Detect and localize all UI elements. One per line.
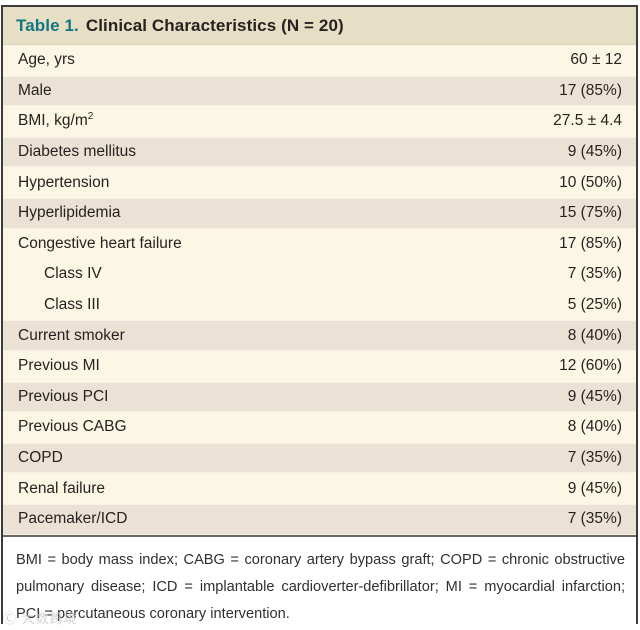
row-label: Hyperlipidemia bbox=[18, 204, 121, 222]
row-value: 9 (45%) bbox=[567, 387, 622, 405]
row-value: 12 (60%) bbox=[559, 357, 622, 375]
row-value: 7 (35%) bbox=[567, 510, 622, 528]
row-label: Hypertension bbox=[18, 173, 110, 191]
row-label: Age, yrs bbox=[18, 51, 75, 69]
table-row: Renal failure 9 (45%) bbox=[3, 473, 636, 504]
row-label: BMI, kg/m bbox=[18, 112, 88, 130]
table-row: Diabetes mellitus 9 (45%) bbox=[3, 136, 636, 168]
row-value: 17 (85%) bbox=[559, 234, 622, 252]
row-value: 17 (85%) bbox=[559, 81, 622, 99]
table-row: Age, yrs 60 ± 12 bbox=[3, 45, 636, 76]
table-title: Clinical Characteristics (N = 20) bbox=[85, 15, 344, 35]
table-row: Male 17 (85%) bbox=[3, 75, 636, 107]
clinical-characteristics-table: Table 1. Clinical Characteristics (N = 2… bbox=[1, 5, 638, 628]
table-row: Previous MI 12 (60%) bbox=[3, 350, 636, 382]
row-value: 8 (40%) bbox=[567, 418, 622, 436]
row-value: 15 (75%) bbox=[559, 204, 622, 222]
table-footnote: BMI = body mass index; CABG = coronary a… bbox=[3, 534, 636, 628]
row-label: Male bbox=[18, 81, 52, 99]
table-body: Age, yrs 60 ± 12 Male 17 (85%) BMI, kg/m… bbox=[3, 45, 636, 535]
row-value: 5 (25%) bbox=[567, 296, 622, 314]
row-label: Previous CABG bbox=[18, 418, 127, 436]
row-label: Congestive heart failure bbox=[18, 234, 182, 252]
table-row: Hyperlipidemia 15 (75%) bbox=[3, 197, 636, 229]
table-row: Previous CABG 8 (40%) bbox=[3, 412, 636, 443]
row-value: 9 (45%) bbox=[567, 479, 622, 497]
row-value: 10 (50%) bbox=[559, 173, 622, 191]
row-label: Previous MI bbox=[18, 357, 100, 375]
table-row: Class III 5 (25%) bbox=[3, 289, 636, 321]
row-value: 7 (35%) bbox=[567, 265, 622, 283]
row-label: Previous PCI bbox=[18, 387, 109, 405]
table-row: Class IV 7 (35%) bbox=[3, 259, 636, 290]
row-value: 9 (45%) bbox=[567, 143, 622, 161]
row-label-superscript: 2 bbox=[87, 111, 94, 123]
table-row: Previous PCI 9 (45%) bbox=[3, 381, 636, 413]
row-label: Pacemaker/ICD bbox=[18, 510, 128, 528]
table-row: Congestive heart failure 17 (85%) bbox=[3, 228, 636, 260]
row-label: Diabetes mellitus bbox=[18, 143, 137, 161]
table-row: Pacemaker/ICD 7 (35%) bbox=[3, 503, 636, 535]
row-value: 60 ± 12 bbox=[570, 51, 622, 69]
table-row: COPD 7 (35%) bbox=[3, 442, 636, 474]
row-value: 8 (40%) bbox=[567, 326, 622, 344]
table-row: Hypertension 10 (50%) bbox=[3, 167, 636, 198]
table-number-label: Table 1. bbox=[16, 15, 79, 35]
row-label: Class IV bbox=[44, 265, 102, 283]
row-value: 27.5 ± 4.4 bbox=[553, 112, 622, 130]
table-header: Table 1. Clinical Characteristics (N = 2… bbox=[3, 7, 636, 45]
row-label: Renal failure bbox=[18, 479, 106, 497]
row-label: Current smoker bbox=[18, 326, 125, 344]
row-value: 7 (35%) bbox=[567, 449, 622, 467]
table-row: BMI, kg/m2 27.5 ± 4.4 bbox=[3, 106, 636, 137]
row-label: Class III bbox=[44, 296, 100, 314]
table-row: Current smoker 8 (40%) bbox=[3, 320, 636, 351]
row-label: COPD bbox=[18, 449, 63, 467]
